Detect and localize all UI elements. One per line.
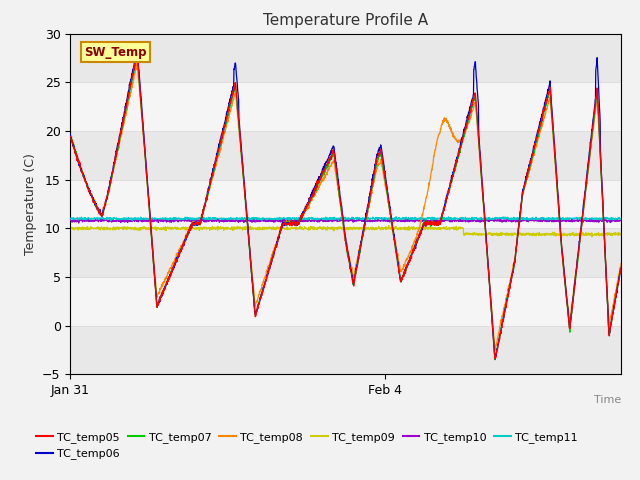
TC_temp11 [95, 215, 102, 221]
TC_temp07 [133, 54, 141, 60]
TC_temp10 [500, 217, 508, 223]
TC_temp05 [320, 169, 328, 175]
Line: TC_temp11: TC_temp11 [70, 217, 621, 221]
TC_temp08 [601, 247, 609, 253]
TC_temp09 [95, 225, 102, 231]
Line: TC_temp05: TC_temp05 [70, 52, 621, 360]
TC_temp10 [320, 218, 328, 224]
Bar [70, 131, 621, 180]
TC_temp09 [602, 232, 609, 238]
TC_temp08 [133, 60, 141, 66]
TC_temp07 [335, 182, 342, 188]
TC_temp08 [95, 207, 102, 213]
TC_temp10 [617, 217, 625, 223]
TC_temp07 [320, 171, 328, 177]
Bar [70, 34, 621, 82]
TC_temp06 [602, 255, 609, 261]
TC_temp11 [335, 216, 342, 222]
TC_temp05 [500, 311, 508, 317]
TC_temp10 [75, 220, 83, 226]
Bar [70, 82, 621, 131]
TC_temp05 [335, 182, 342, 188]
Bar [70, 326, 621, 374]
TC_temp09 [385, 223, 392, 228]
Line: TC_temp08: TC_temp08 [70, 63, 621, 350]
TC_temp05 [617, 265, 625, 271]
Title: Temperature Profile A: Temperature Profile A [263, 13, 428, 28]
TC_temp07 [491, 357, 499, 363]
TC_temp08 [617, 261, 625, 266]
TC_temp09 [67, 227, 74, 233]
TC_temp11 [601, 215, 609, 221]
TC_temp05 [601, 251, 609, 256]
TC_temp11 [617, 216, 625, 222]
TC_temp11 [320, 216, 328, 221]
Y-axis label: Temperature (C): Temperature (C) [24, 153, 36, 255]
TC_temp05 [95, 208, 102, 214]
Bar [70, 228, 621, 277]
TC_temp11 [67, 216, 74, 221]
Bar [70, 180, 621, 228]
TC_temp09 [334, 226, 342, 231]
Legend: TC_temp05, TC_temp06, TC_temp07, TC_temp08, TC_temp09, TC_temp10, TC_temp11: TC_temp05, TC_temp06, TC_temp07, TC_temp… [32, 428, 582, 464]
TC_temp11 [107, 218, 115, 224]
TC_temp11 [500, 216, 508, 221]
Bar [70, 277, 621, 326]
TC_temp10 [602, 217, 609, 223]
Line: TC_temp10: TC_temp10 [70, 218, 621, 223]
TC_temp07 [95, 209, 102, 215]
TC_temp10 [67, 216, 74, 222]
TC_temp08 [335, 185, 342, 191]
TC_temp10 [312, 216, 319, 221]
TC_temp06 [500, 308, 508, 314]
TC_temp07 [601, 252, 609, 258]
TC_temp08 [491, 348, 499, 353]
TC_temp06 [67, 131, 74, 137]
TC_temp11 [602, 216, 609, 221]
TC_temp10 [601, 217, 609, 223]
Line: TC_temp09: TC_temp09 [70, 226, 621, 237]
TC_temp06 [601, 250, 609, 255]
TC_temp07 [67, 134, 74, 140]
TC_temp08 [500, 304, 508, 310]
TC_temp08 [602, 253, 609, 259]
TC_temp06 [320, 167, 328, 172]
Text: SW_Temp: SW_Temp [84, 46, 147, 59]
TC_temp09 [500, 232, 508, 238]
TC_temp05 [67, 134, 74, 140]
TC_temp05 [133, 49, 141, 55]
TC_temp09 [617, 232, 625, 238]
TC_temp08 [67, 132, 74, 138]
Text: Time: Time [593, 395, 621, 405]
TC_temp06 [95, 208, 102, 214]
TC_temp09 [601, 232, 609, 238]
TC_temp10 [335, 216, 342, 222]
TC_temp07 [602, 256, 609, 262]
TC_temp06 [335, 177, 342, 182]
TC_temp09 [319, 225, 327, 230]
TC_temp07 [500, 312, 508, 318]
Line: TC_temp06: TC_temp06 [70, 48, 621, 358]
TC_temp11 [392, 214, 400, 220]
TC_temp06 [492, 355, 499, 361]
TC_temp05 [492, 357, 499, 362]
TC_temp08 [320, 178, 328, 183]
TC_temp09 [588, 234, 596, 240]
TC_temp06 [134, 45, 141, 50]
TC_temp10 [95, 216, 102, 222]
Line: TC_temp07: TC_temp07 [70, 57, 621, 360]
TC_temp05 [602, 257, 609, 263]
TC_temp07 [617, 264, 625, 270]
TC_temp06 [617, 266, 625, 272]
